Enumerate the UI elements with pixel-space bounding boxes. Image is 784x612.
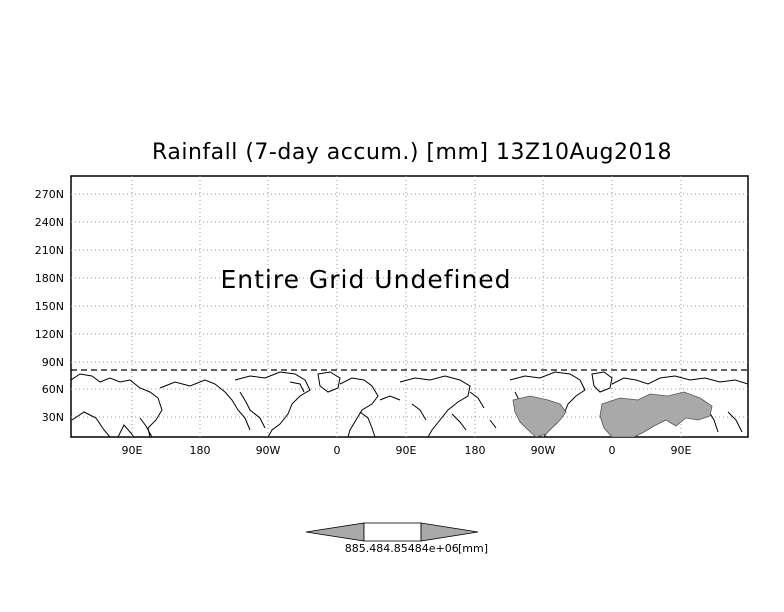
colorbar-label-low: 885.48 [345, 542, 384, 555]
y-tick-label: 30N [42, 411, 64, 424]
x-tick-label: 180 [190, 444, 211, 457]
colorbar-high-triangle [420, 522, 479, 542]
undefined-grid-message: Entire Grid Undefined [220, 265, 511, 294]
y-tick-label: 240N [35, 216, 64, 229]
colorbar-label-high: 4.85484e+06 [383, 542, 458, 555]
x-tick-label: 180 [465, 444, 486, 457]
x-axis-labels: 90E 180 90W 0 90E 180 90W 0 90E [122, 444, 692, 457]
y-axis-labels: 270N 240N 210N 180N 150N 120N 90N 60N 30… [35, 188, 64, 424]
y-tick-label: 210N [35, 244, 64, 257]
x-tick-label: 90E [396, 444, 417, 457]
colorbar-low-triangle [305, 522, 365, 542]
x-tick-label: 90E [122, 444, 143, 457]
y-tick-label: 150N [35, 300, 64, 313]
y-tick-label: 60N [42, 383, 64, 396]
x-tick-label: 90W [531, 444, 556, 457]
x-tick-label: 90W [256, 444, 281, 457]
x-tick-label: 0 [334, 444, 341, 457]
x-tick-label: 0 [609, 444, 616, 457]
y-tick-label: 270N [35, 188, 64, 201]
shaded-rainfall [512, 391, 713, 437]
colorbar [305, 522, 479, 542]
map-title: Rainfall (7-day accum.) [mm] 13Z10Aug201… [152, 140, 672, 165]
y-tick-label: 90N [42, 356, 64, 369]
y-tick-label: 120N [35, 328, 64, 341]
colorbar-units: [mm] [458, 542, 488, 555]
y-tick-label: 180N [35, 272, 64, 285]
colorbar-mid-segment [363, 522, 422, 542]
x-tick-label: 90E [671, 444, 692, 457]
